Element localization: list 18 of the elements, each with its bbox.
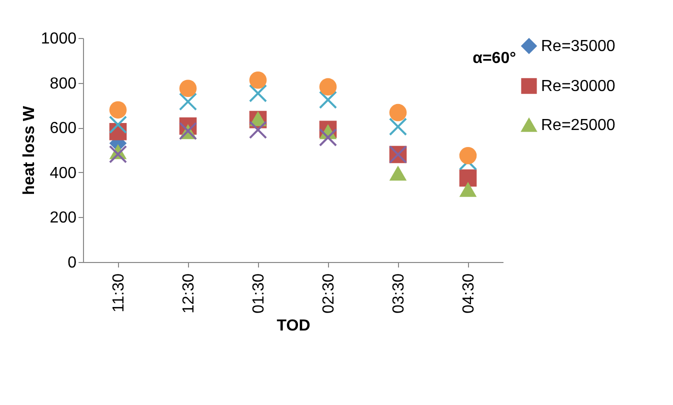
y-tick-label: 200: [50, 210, 77, 227]
y-tick-label: 600: [50, 120, 77, 138]
legend-label: Re=35000: [541, 38, 616, 55]
x-tick-label: 12:30: [180, 273, 198, 314]
text: α=60°: [472, 50, 516, 67]
x-axis-title: TOD: [276, 318, 310, 335]
y-tick-label: 800: [50, 75, 77, 92]
legend-label: Re=30000: [541, 78, 616, 95]
y-tick-label: 400: [50, 164, 77, 182]
x-tick-label: 01:30: [250, 273, 268, 314]
y-axis-title: heat loss W: [20, 105, 38, 195]
x-tick-label: 02:30: [320, 273, 338, 314]
x-tick-label: 04:30: [460, 273, 478, 314]
y-tick-label: 0: [68, 254, 77, 272]
x-tick-label: 03:30: [390, 273, 408, 314]
y-tick-label: 1000: [40, 30, 77, 48]
x-tick-label: 11:30: [110, 273, 128, 312]
legend-label: Re=25000: [541, 117, 616, 134]
